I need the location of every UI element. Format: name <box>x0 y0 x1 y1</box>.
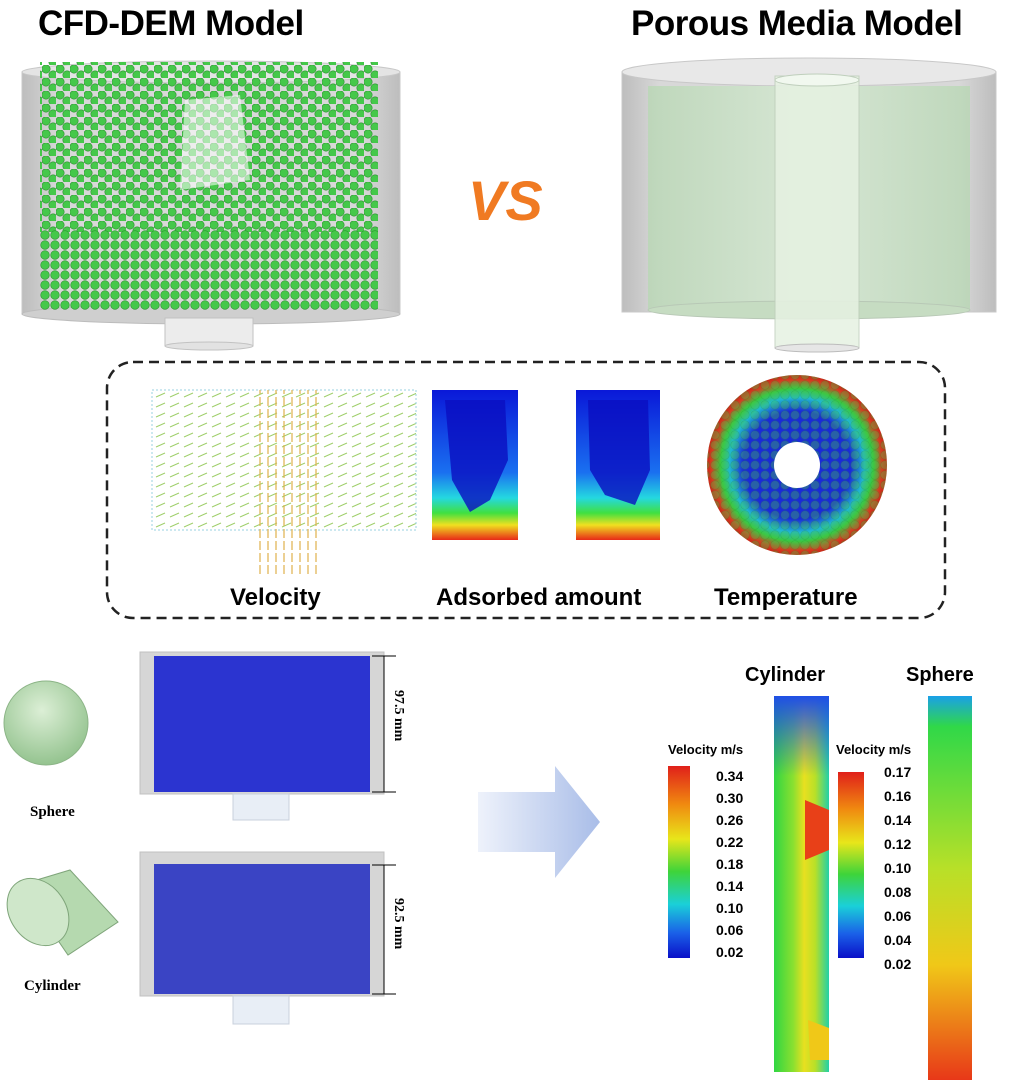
cylinder-packed-bed <box>139 851 396 1025</box>
porous-media-vessel <box>621 57 997 353</box>
cylinder-profile-title: Cylinder <box>745 664 826 686</box>
velocity-label: Velocity <box>230 584 321 611</box>
sphere-label: Sphere <box>30 804 75 820</box>
cylinder-legend-ticks: 0.34 0.30 0.26 0.22 0.18 0.14 0.10 0.06 … <box>716 768 766 968</box>
cylinder-tick: 0.30 <box>716 790 744 806</box>
sphere-profile-title: Sphere <box>906 664 974 686</box>
cylinder-legend-title: Velocity m/s <box>668 742 744 757</box>
sphere-particle <box>3 680 89 766</box>
cfd-dem-vessel <box>21 60 401 351</box>
cylinder-bed-height: 92.5 mm <box>391 898 406 950</box>
cylinder-tick: 0.14 <box>716 878 744 894</box>
sphere-colorbar <box>838 772 864 958</box>
temperature-label: Temperature <box>714 584 858 611</box>
sphere-tick: 0.16 <box>884 788 912 804</box>
cylinder-tick: 0.10 <box>716 900 744 916</box>
cylinder-tick: 0.22 <box>716 834 744 850</box>
adsorbed-amount-contour-left <box>432 390 518 540</box>
cylinder-colorbar <box>668 766 690 958</box>
adsorbed-amount-contour-right <box>576 390 660 540</box>
sphere-tick: 0.02 <box>884 956 912 972</box>
temperature-contour <box>707 375 887 555</box>
sphere-tick: 0.14 <box>884 812 912 828</box>
cylinder-tick: 0.26 <box>716 812 744 828</box>
sphere-tick: 0.10 <box>884 860 912 876</box>
velocity-vector-field <box>151 389 417 575</box>
cylinder-particle <box>6 869 119 956</box>
packed-particles <box>40 230 378 310</box>
sphere-velocity-profile <box>928 696 972 1080</box>
cylinder-shape-label: Cylinder <box>24 978 81 994</box>
vs-label: VS <box>468 169 543 232</box>
adsorbed-amount-label: Adsorbed amount <box>436 584 642 611</box>
sphere-packed-bed <box>139 651 396 821</box>
porous-media-title: Porous Media Model <box>631 4 963 43</box>
results-panel-border <box>105 360 947 620</box>
sphere-tick: 0.06 <box>884 908 912 924</box>
sphere-tick: 0.12 <box>884 836 912 852</box>
cfd-dem-title: CFD-DEM Model <box>38 4 304 43</box>
sphere-legend-title: Velocity m/s <box>836 742 912 757</box>
sphere-bed-height: 97.5 mm <box>391 690 406 742</box>
sphere-tick: 0.08 <box>884 884 912 900</box>
central-void <box>180 95 250 190</box>
cylinder-velocity-profile <box>774 696 829 1072</box>
sphere-legend-ticks: 0.17 0.16 0.14 0.12 0.10 0.08 0.06 0.04 … <box>884 764 928 974</box>
cylinder-tick: 0.18 <box>716 856 744 872</box>
sphere-tick: 0.04 <box>884 932 912 948</box>
cylinder-tick: 0.06 <box>716 922 744 938</box>
cylinder-tick: 0.02 <box>716 944 744 960</box>
sphere-tick: 0.17 <box>884 764 912 780</box>
right-arrow-icon <box>478 766 600 878</box>
central-tube <box>774 75 860 349</box>
cylinder-tick: 0.34 <box>716 768 744 784</box>
